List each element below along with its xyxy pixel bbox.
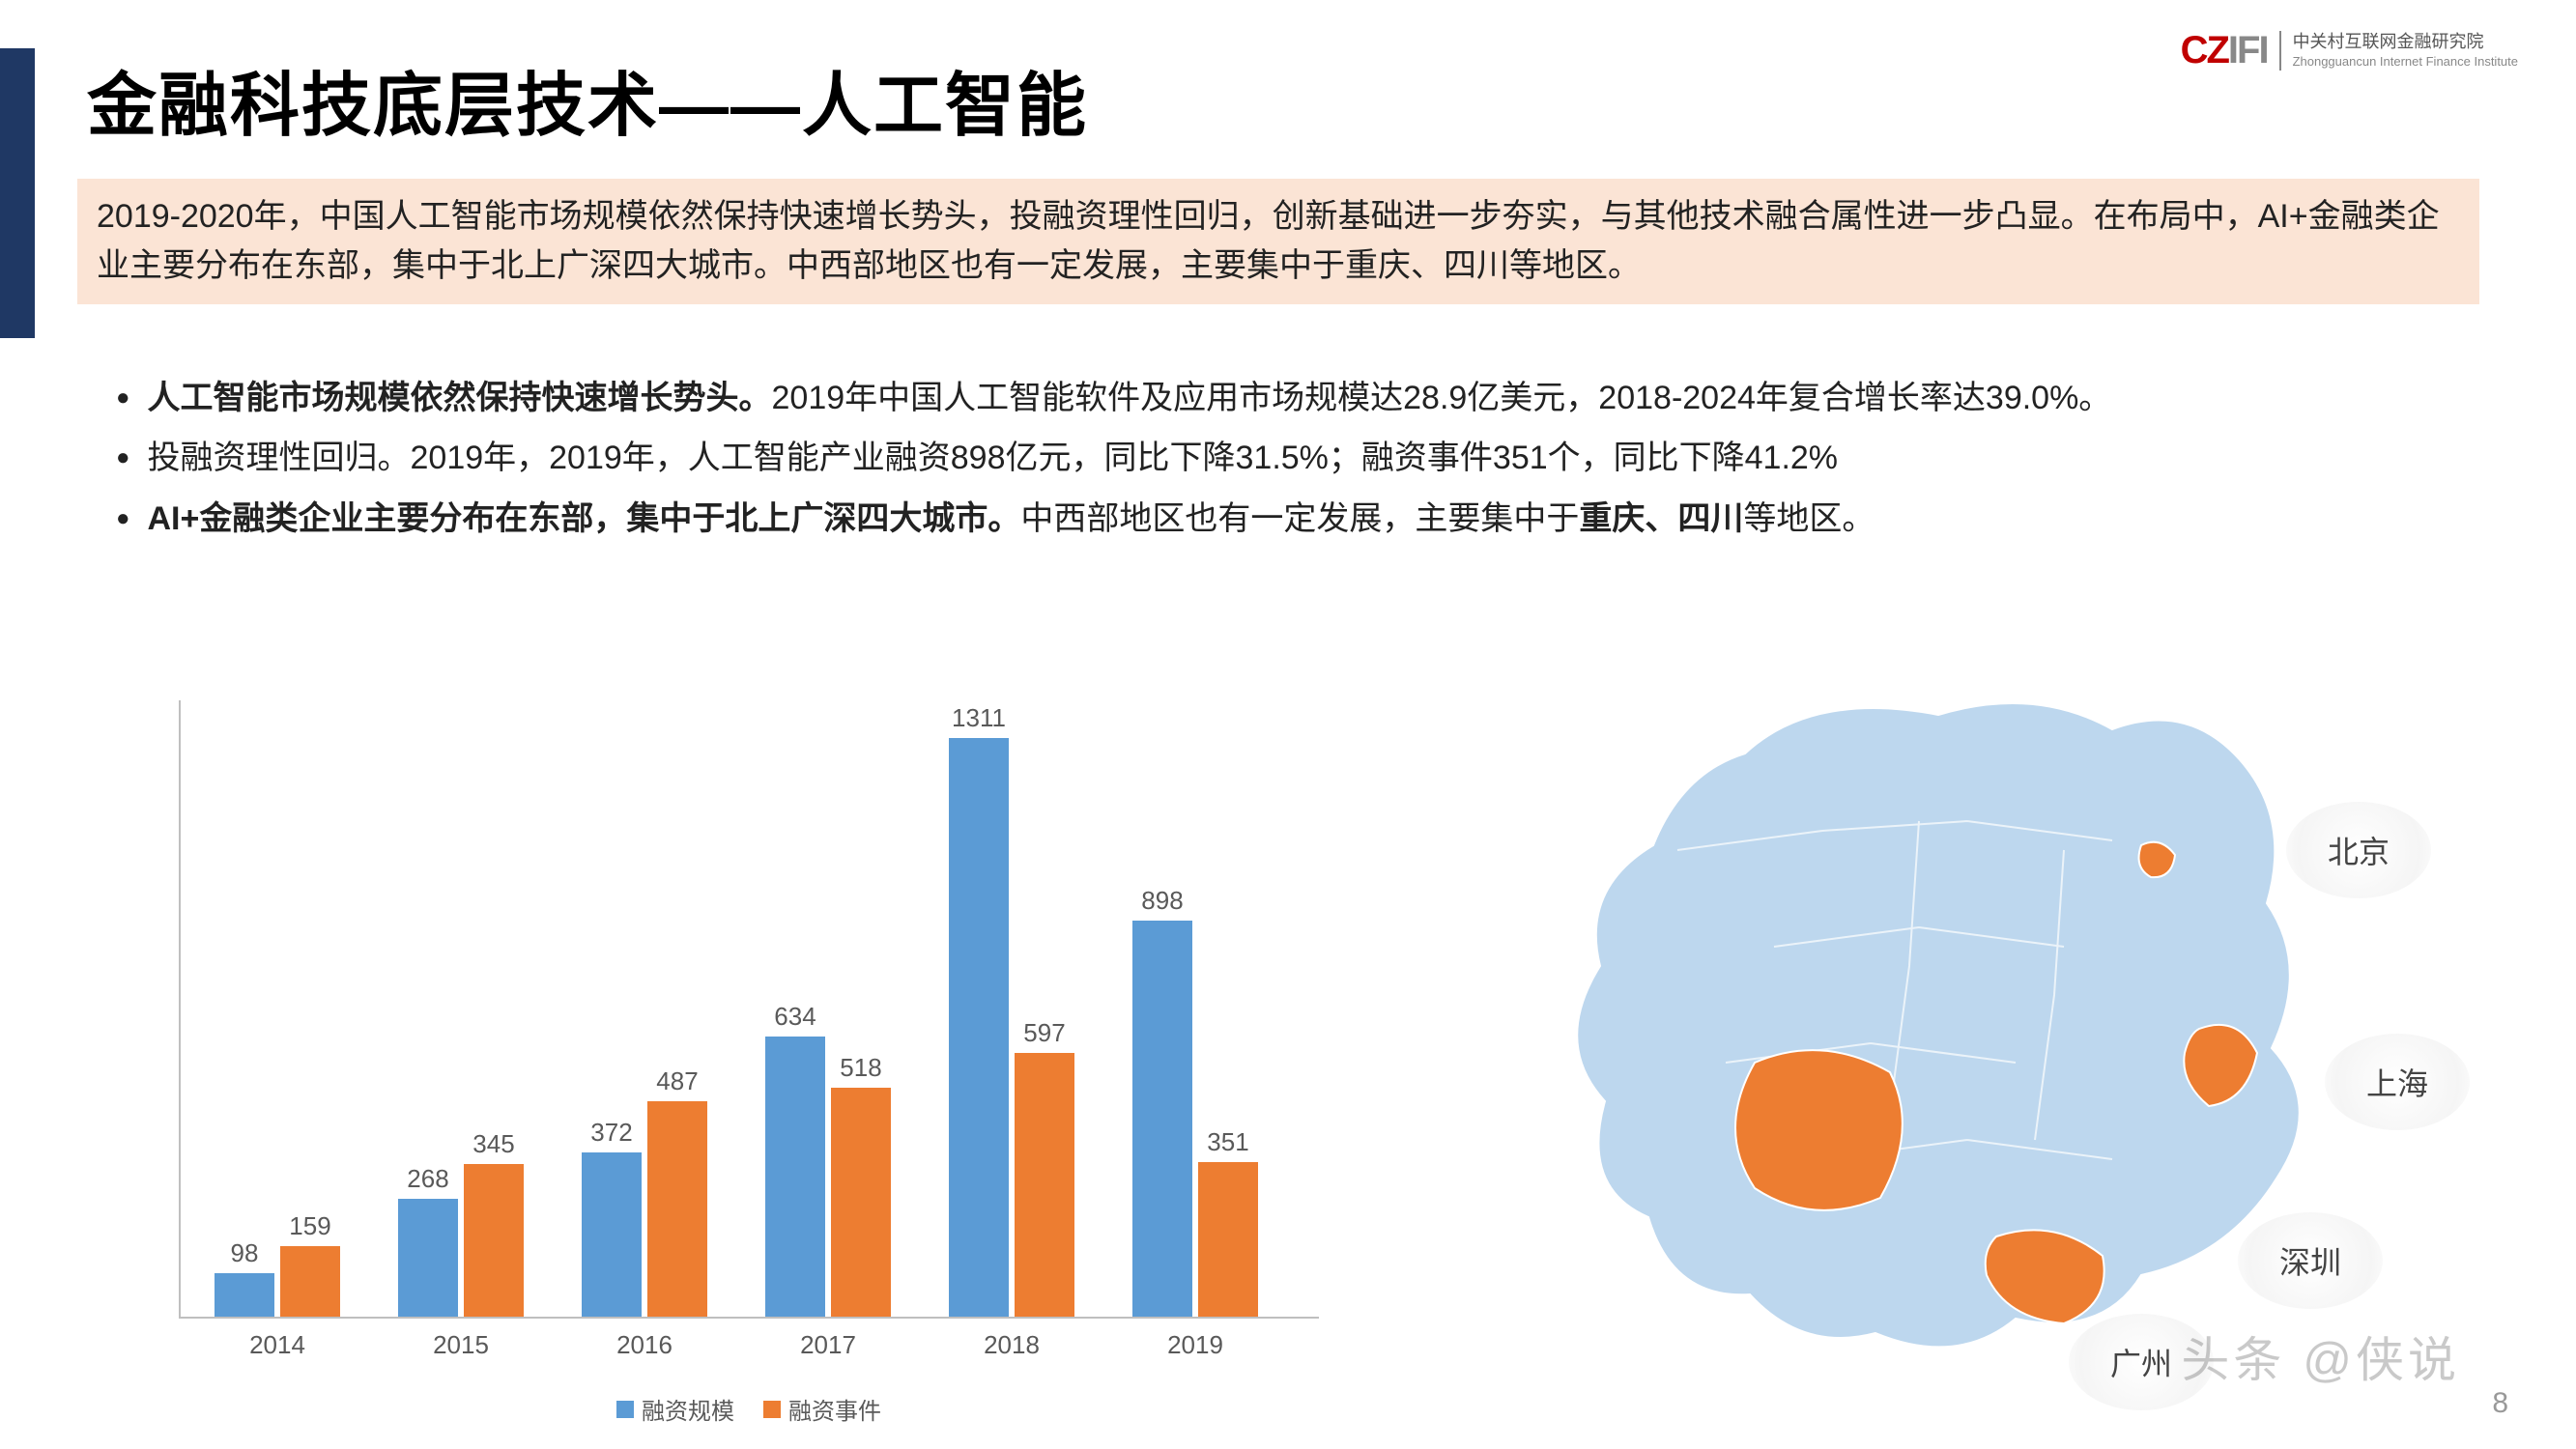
map-base-shape [1577, 703, 2300, 1347]
logo-mark: CZIFI [2181, 29, 2268, 72]
title-accent-bar [0, 48, 35, 338]
bar-group: 981592014 [210, 1246, 345, 1317]
bar-group: 13115972018 [944, 738, 1079, 1317]
chart-legend: 融资规模 融资事件 [145, 1392, 1353, 1426]
bar-value-label: 518 [831, 1053, 891, 1083]
bar-value-label: 98 [215, 1238, 274, 1268]
bar: 351 [1198, 1162, 1258, 1317]
bar: 634 [765, 1037, 825, 1317]
x-axis-label: 2019 [1128, 1330, 1263, 1360]
bar-value-label: 345 [464, 1129, 524, 1159]
bar-value-label: 268 [398, 1164, 458, 1194]
legend-item: 融资规模 [616, 1392, 734, 1426]
bar: 345 [464, 1164, 524, 1317]
bar: 597 [1015, 1053, 1074, 1317]
city-label: 北京 [2286, 802, 2431, 898]
x-axis-label: 2016 [577, 1330, 712, 1360]
x-axis-label: 2018 [944, 1330, 1079, 1360]
bar: 518 [831, 1088, 891, 1317]
x-axis-label: 2014 [210, 1330, 345, 1360]
bullet-bold: 重庆、四川 [1579, 500, 1743, 537]
bar: 268 [398, 1199, 458, 1318]
bar-group: 2683452015 [393, 1164, 529, 1317]
bullet-text: 2019年中国人工智能软件及应用市场规模达28.9亿美元，2018-2024年复… [772, 380, 2112, 416]
bar-value-label: 372 [582, 1118, 642, 1148]
x-axis-label: 2017 [760, 1330, 896, 1360]
legend-swatch [763, 1401, 781, 1418]
bar-value-label: 487 [647, 1066, 707, 1096]
bar-value-label: 634 [765, 1002, 825, 1032]
bar: 487 [647, 1101, 707, 1317]
bar: 159 [280, 1246, 340, 1317]
legend-item: 融资事件 [763, 1392, 881, 1426]
bullet-text: 投融资理性回归。2019年，2019年，人工智能产业融资898亿元，同比下降31… [148, 440, 1839, 476]
bar: 898 [1132, 921, 1192, 1318]
bullet-text: 中西部地区也有一定发展，主要集中于 [1020, 500, 1579, 537]
bar: 98 [215, 1273, 274, 1317]
watermark: 头条 @侠说 [2181, 1321, 2460, 1391]
logo: CZIFI 中关村互联网金融研究院 Zhongguancun Internet … [2181, 29, 2518, 72]
bar-value-label: 597 [1015, 1018, 1074, 1048]
bar-group: 3724872016 [577, 1101, 712, 1317]
logo-mark-red: CZ [2181, 29, 2228, 71]
bar: 1311 [949, 738, 1009, 1317]
x-axis-label: 2015 [393, 1330, 529, 1360]
logo-en: Zhongguancun Internet Finance Institute [2293, 54, 2518, 71]
bar-value-label: 898 [1132, 886, 1192, 916]
bar-group: 6345182017 [760, 1037, 896, 1317]
bullet-list: 人工智能市场规模依然保持快速增长势头。2019年中国人工智能软件及应用市场规模达… [116, 372, 2470, 553]
bullet-text: 等地区。 [1743, 500, 1875, 537]
bullet-item: 投融资理性回归。2019年，2019年，人工智能产业融资898亿元，同比下降31… [116, 432, 2470, 484]
bullet-item: AI+金融类企业主要分布在东部，集中于北上广深四大城市。中西部地区也有一定发展，… [116, 493, 2470, 545]
bar-value-label: 351 [1198, 1127, 1258, 1157]
intro-box: 2019-2020年，中国人工智能市场规模依然保持快速增长势头，投融资理性回归，… [77, 179, 2479, 304]
bar-value-label: 159 [280, 1211, 340, 1241]
bar: 372 [582, 1152, 642, 1317]
bar-chart: 9815920142683452015372487201663451820171… [145, 671, 1353, 1420]
bar-group: 8983512019 [1128, 921, 1263, 1318]
bullet-item: 人工智能市场规模依然保持快速增长势头。2019年中国人工智能软件及应用市场规模达… [116, 372, 2470, 424]
bar-value-label: 1311 [949, 703, 1009, 733]
legend-label: 融资规模 [642, 1392, 734, 1426]
legend-swatch [616, 1401, 634, 1418]
legend-label: 融资事件 [788, 1392, 881, 1426]
city-label: 上海 [2325, 1034, 2470, 1130]
city-label: 深圳 [2238, 1212, 2383, 1309]
page-number: 8 [2492, 1387, 2508, 1420]
logo-cn: 中关村互联网金融研究院 [2293, 31, 2518, 53]
logo-text: 中关村互联网金融研究院 Zhongguancun Internet Financ… [2279, 31, 2518, 70]
page-title: 金融科技底层技术——人工智能 [87, 48, 1088, 150]
logo-mark-gray: IFI [2228, 29, 2268, 71]
bullet-bold: AI+金融类企业主要分布在东部，集中于北上广深四大城市。 [148, 500, 1021, 537]
chart-plot: 981592014 2683452015 3724872016 6345182017 1… [179, 700, 1319, 1319]
china-map: 北京上海深圳广州 [1484, 676, 2470, 1391]
bullet-bold: 人工智能市场规模依然保持快速增长势头。 [148, 380, 772, 416]
